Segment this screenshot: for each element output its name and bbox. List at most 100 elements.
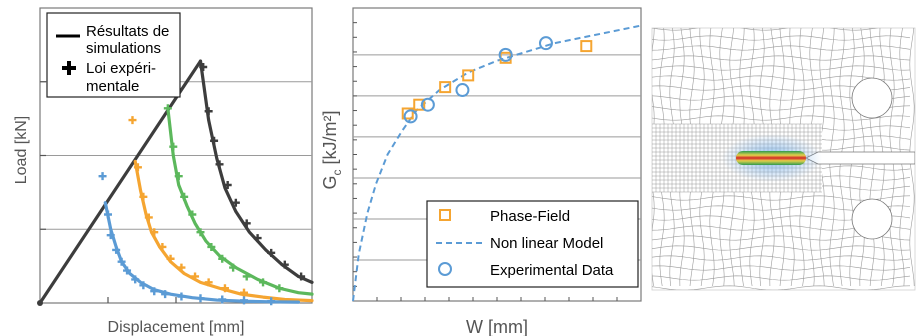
mesh-line (652, 245, 911, 251)
gc-width-chart: Phase-Field Non linear Model Experimenta… (320, 7, 642, 336)
mesh-line (652, 275, 911, 281)
legend-nonlinear: Non linear Model (490, 235, 603, 252)
mesh-line (652, 75, 911, 81)
experimental-point-orange (158, 242, 167, 251)
experimental-point-green (242, 272, 251, 281)
crack-damage-field (736, 151, 806, 165)
experimental-point-green (163, 104, 172, 113)
experimental-point-orange (150, 228, 159, 237)
x-axis-label: W [mm] (466, 317, 528, 336)
legend-box (46, 12, 181, 98)
experimental-point-green (259, 278, 268, 287)
axis-ticks (353, 22, 618, 301)
mesh-line (652, 265, 911, 271)
experimental-point (498, 47, 513, 62)
legend-phase-field: Phase-Field (490, 208, 570, 225)
experimental-point-orange (133, 163, 142, 172)
experimental-point-blue (131, 275, 140, 284)
legend: Phase-Field Non linear Model Experimenta… (426, 200, 639, 288)
y-axis-label-rest: [kJ/m²] (320, 110, 340, 169)
experimental-point-gray (223, 181, 232, 189)
mesh-line (652, 115, 911, 121)
experimental-point-gray (204, 107, 213, 116)
phase-field-point (439, 81, 452, 94)
experimental-point-gray (215, 160, 224, 169)
experimental-point-gray (253, 234, 262, 243)
experimental-point (455, 83, 470, 98)
mesh-line (652, 65, 911, 71)
experimental-point-green (188, 210, 197, 219)
experimental-point-green (174, 172, 183, 181)
experimental-point-green (229, 263, 238, 272)
experimental-point-orange (220, 284, 229, 293)
experimental-point-blue (112, 245, 121, 254)
experimental-point-gray (199, 63, 208, 71)
experimental-point-gray (267, 248, 276, 257)
mesh-line (652, 28, 879, 31)
experimental-point-blue (123, 266, 132, 275)
experimental-point-green (180, 192, 189, 201)
experimental-point-gray (210, 136, 219, 145)
phase-field-point (580, 40, 593, 53)
experimental-point-blue (98, 172, 107, 181)
phase-field-point (413, 98, 426, 111)
y-axis-label-sub: c (330, 169, 344, 175)
experimental-point-orange (166, 254, 175, 263)
mesh-line (652, 55, 911, 61)
experimental-point-blue (139, 281, 148, 290)
experimental-point-blue (117, 257, 126, 266)
experimental-point-blue (240, 296, 248, 305)
legend-box (426, 200, 639, 288)
notch (805, 151, 915, 165)
mesh-line (652, 255, 911, 261)
legend-square-swatch (439, 209, 451, 221)
experimental-point-blue (177, 292, 186, 301)
phase-field-point (462, 69, 475, 82)
legend-exp-line2: mentale (86, 78, 139, 95)
legend: Résultats de simulations Loi expéri- men… (46, 12, 181, 98)
simulation-curve-gray (198, 59, 314, 284)
legend-sim-line1: Résultats de (86, 23, 169, 40)
load-displacement-chart: Résultats de simulations Loi expéri- men… (13, 7, 314, 336)
experimental-point-green (196, 228, 205, 237)
experimental-markers (37, 63, 306, 306)
experimental-point-green (218, 254, 227, 263)
experimental-point (538, 36, 553, 51)
legend-circle-swatch (438, 262, 452, 276)
experimental-point-blue (161, 290, 170, 299)
experimental-point (403, 109, 418, 124)
upper-hole (851, 77, 893, 119)
experimental-point-blue (150, 287, 159, 296)
y-axis-label: Load [kN] (13, 116, 30, 184)
series-markers (401, 36, 593, 124)
experimental-point-gray (231, 198, 240, 207)
experimental-point-gray (242, 219, 251, 228)
lower-hole (851, 198, 893, 240)
y-axis-label: Gc [kJ/m²] (320, 110, 344, 189)
experimental-point-gray (297, 272, 306, 281)
elastic-line (38, 59, 203, 305)
experimental-point-blue (218, 295, 227, 304)
simulation-curve-orange (133, 159, 314, 303)
experimental-point (420, 97, 435, 112)
y-axis-label-main: G (320, 175, 340, 189)
mesh-crack-image (651, 27, 916, 291)
legend-experimental: Experimental Data (490, 262, 614, 279)
experimental-point-orange (191, 272, 200, 281)
experimental-point-orange (177, 263, 186, 272)
x-axis-label: Displacement [mm] (108, 319, 245, 336)
experimental-point-blue (106, 231, 115, 240)
experimental-point-orange (204, 278, 213, 287)
experimental-point-blue (267, 297, 276, 306)
mesh-line (652, 285, 911, 290)
experimental-point-green (207, 242, 216, 251)
experimental-point-gray (280, 260, 289, 269)
experimental-point-blue (196, 294, 205, 303)
experimental-point-blue (104, 210, 112, 219)
experimental-point-orange (139, 192, 148, 201)
origin-dot (37, 300, 43, 306)
legend-sim-line2: simulations (86, 40, 161, 57)
experimental-point-orange (144, 213, 153, 222)
experimental-point-green (275, 284, 284, 293)
